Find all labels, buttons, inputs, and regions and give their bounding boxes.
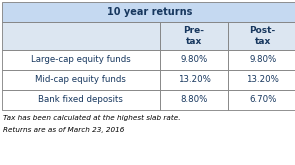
- Bar: [228, 70, 295, 90]
- Text: Bank fixed deposits: Bank fixed deposits: [38, 96, 123, 104]
- Text: Large-cap equity funds: Large-cap equity funds: [31, 55, 131, 65]
- Text: 8.80%: 8.80%: [180, 96, 208, 104]
- Text: Mid-cap equity funds: Mid-cap equity funds: [35, 76, 126, 84]
- Text: 9.80%: 9.80%: [249, 55, 276, 65]
- Bar: [160, 50, 228, 70]
- Bar: [160, 70, 228, 90]
- Text: Tax has been calculated at the highest slab rate.: Tax has been calculated at the highest s…: [3, 115, 181, 121]
- Text: Pre-
tax: Pre- tax: [183, 26, 204, 46]
- Bar: [160, 90, 228, 110]
- Bar: [2, 2, 295, 22]
- Text: 9.80%: 9.80%: [181, 55, 208, 65]
- Bar: [2, 50, 160, 70]
- Text: 13.20%: 13.20%: [178, 76, 211, 84]
- Text: Post-
tax: Post- tax: [250, 26, 276, 46]
- Bar: [2, 70, 160, 90]
- Text: 6.70%: 6.70%: [249, 96, 276, 104]
- Text: Returns are as of March 23, 2016: Returns are as of March 23, 2016: [3, 127, 124, 133]
- Text: 10 year returns: 10 year returns: [107, 7, 192, 17]
- Bar: [228, 22, 295, 50]
- Text: 13.20%: 13.20%: [246, 76, 279, 84]
- Bar: [2, 22, 160, 50]
- Bar: [228, 50, 295, 70]
- Bar: [2, 90, 160, 110]
- Bar: [228, 90, 295, 110]
- Bar: [160, 22, 228, 50]
